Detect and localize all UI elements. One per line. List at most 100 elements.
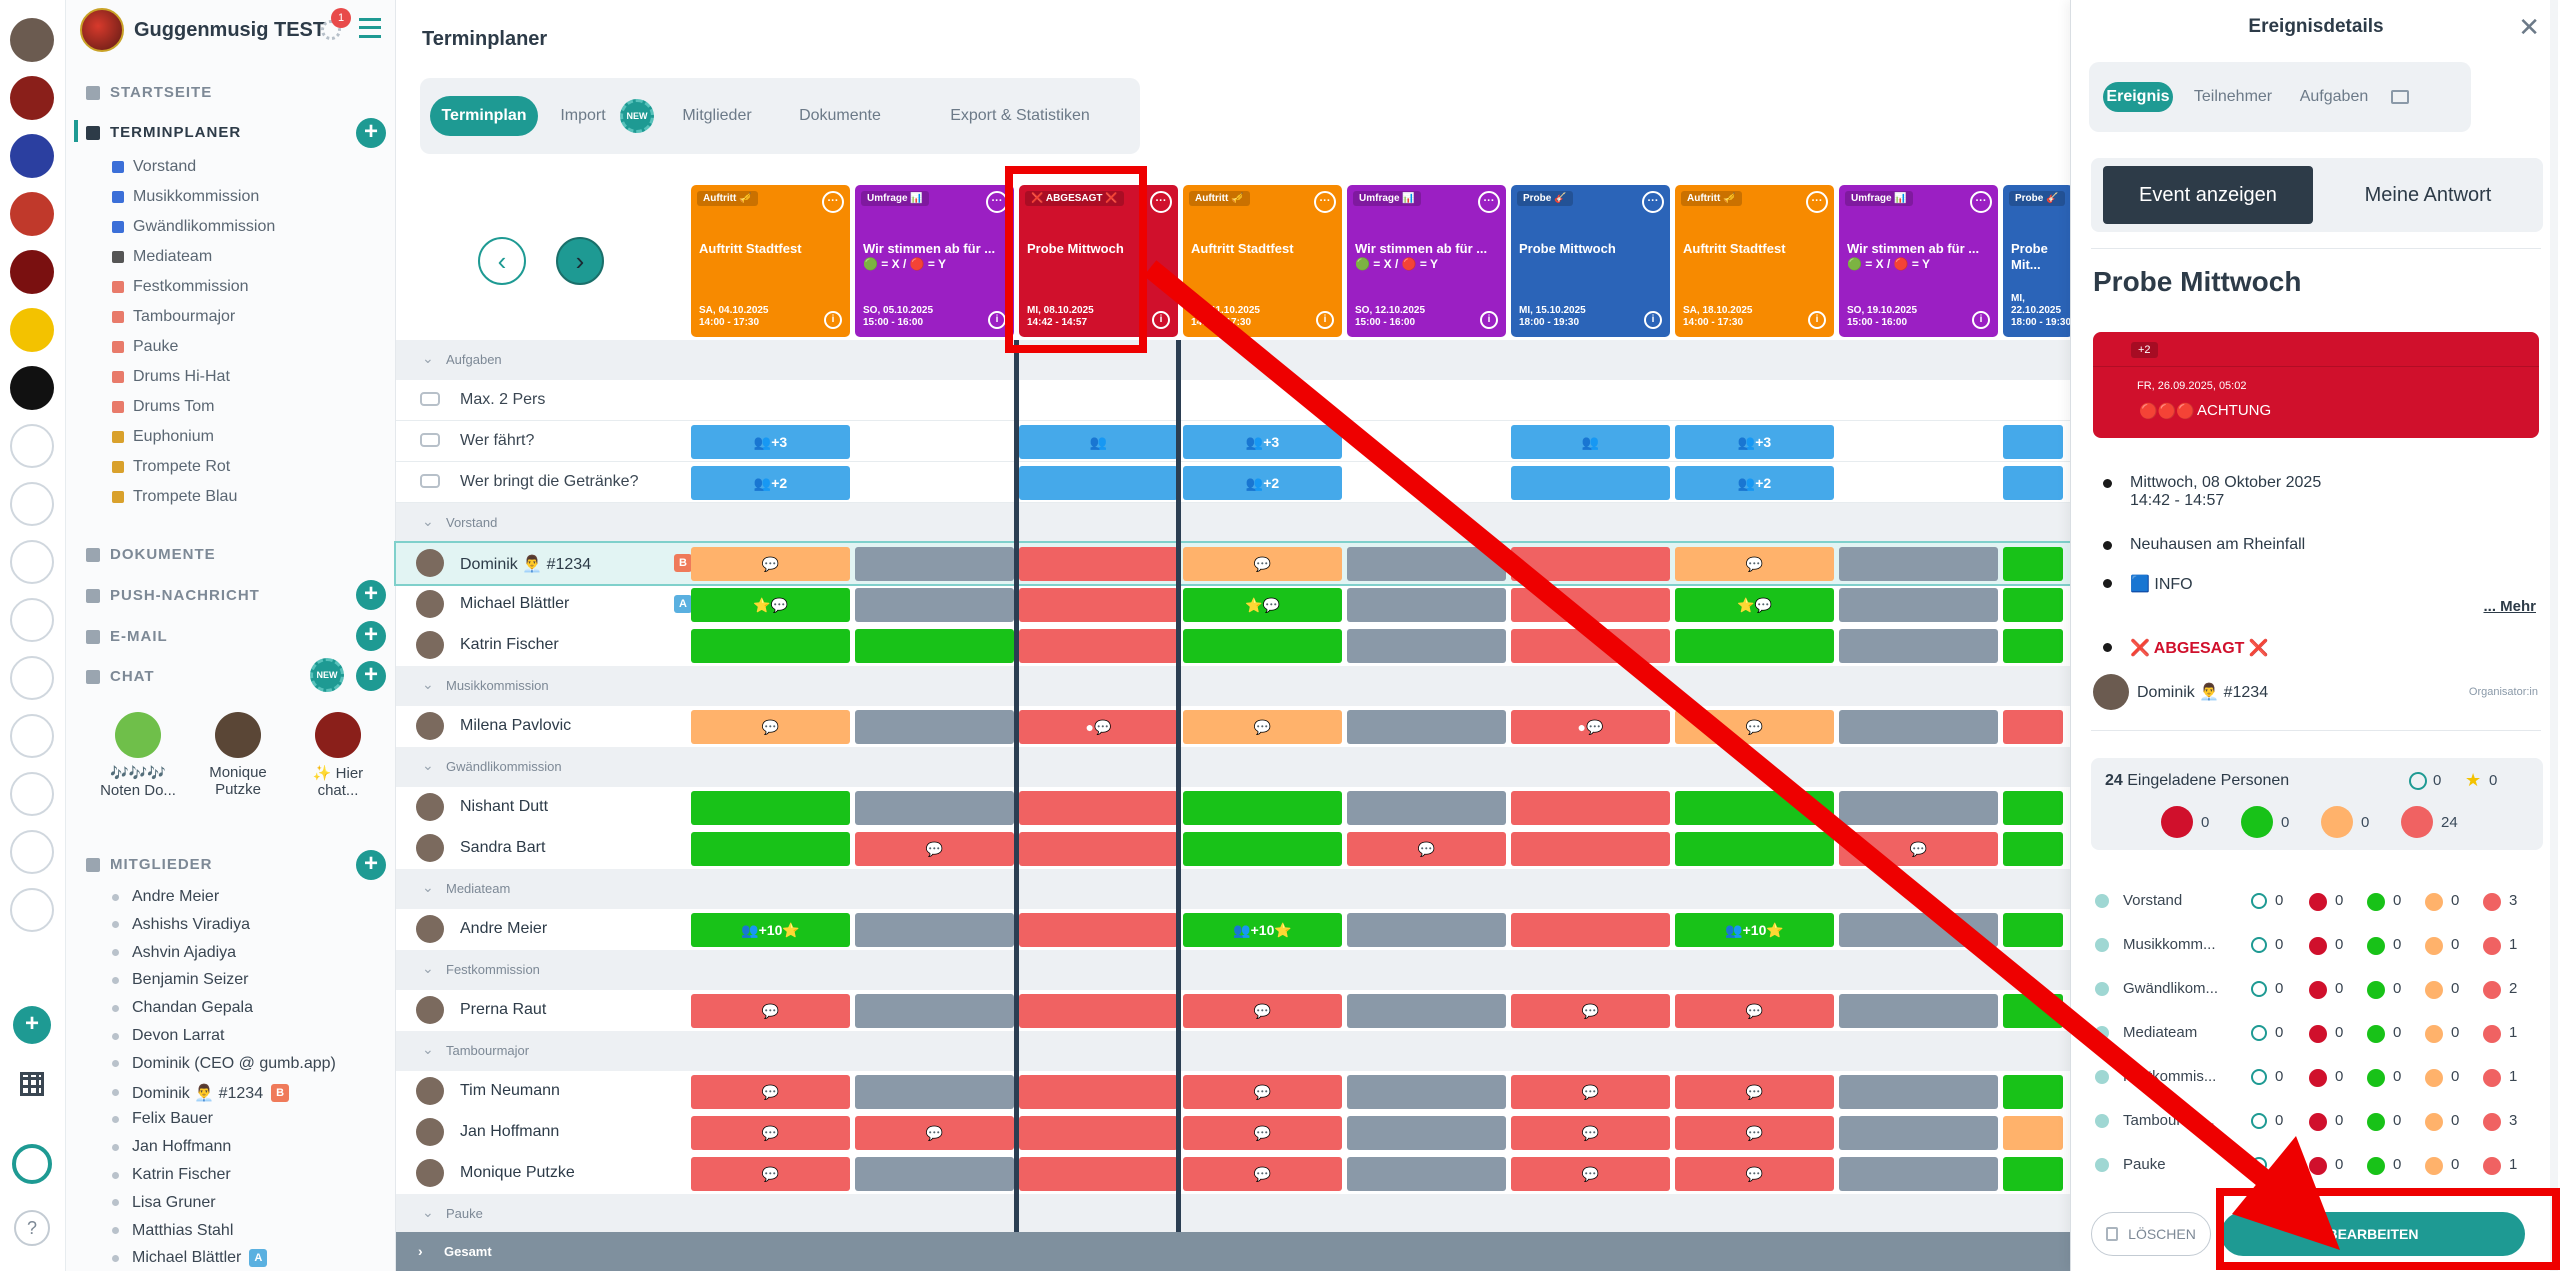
attendance-cell[interactable] <box>1511 588 1670 622</box>
member-item[interactable]: Katrin Fischer <box>112 1166 231 1184</box>
member-row[interactable]: Michael Blättler A ⭐💬 ⭐💬 ⭐💬 <box>396 584 2070 625</box>
show-event-button[interactable]: Event anzeigen <box>2103 166 2313 224</box>
tab-ereignis[interactable]: Ereignis <box>2103 82 2173 112</box>
chat-item[interactable]: 🎶🎶🎶 Noten Do... <box>88 712 188 799</box>
attendance-cell[interactable]: 💬 <box>1511 994 1670 1028</box>
attendance-cell[interactable]: 💬 <box>1839 832 1998 866</box>
attendance-cell[interactable] <box>855 791 1014 825</box>
group-row-festkommission[interactable]: ⌄ Festkommission <box>396 950 2070 990</box>
add-terminplaner-button[interactable]: + <box>356 118 386 148</box>
org-switch-item[interactable] <box>10 888 54 932</box>
tab-export[interactable]: Export & Statistiken <box>950 107 1090 124</box>
more-link[interactable]: ... Mehr <box>2483 598 2536 615</box>
org-switch-item[interactable] <box>10 424 54 468</box>
notification-badge[interactable]: 1 <box>331 8 351 28</box>
org-switch-item[interactable] <box>10 482 54 526</box>
attendance-cell[interactable] <box>1183 791 1342 825</box>
attendance-cell[interactable] <box>855 629 1014 663</box>
add-member-button[interactable]: + <box>356 850 386 880</box>
add-org-button[interactable]: + <box>13 1006 51 1044</box>
attendance-cell[interactable] <box>1183 832 1342 866</box>
attendance-cell[interactable]: 💬 <box>1511 1075 1670 1109</box>
attendance-cell[interactable] <box>1347 710 1506 744</box>
info-icon[interactable]: i <box>1808 311 1826 329</box>
member-item[interactable]: Chandan Gepala <box>112 999 253 1017</box>
nav-terminplaner[interactable]: TERMINPLANER <box>86 124 241 141</box>
member-item[interactable]: Matthias Stahl <box>112 1222 233 1240</box>
attendance-cell[interactable] <box>1675 791 1834 825</box>
member-row[interactable]: Sandra Bart 💬 💬 💬 <box>396 828 2070 869</box>
info-icon[interactable]: i <box>988 311 1006 329</box>
info-icon[interactable]: i <box>1152 311 1170 329</box>
attendance-cell[interactable]: 💬 <box>855 832 1014 866</box>
group-row-pauke[interactable]: ⌄ Pauke <box>396 1194 2070 1234</box>
sidebar-group-trompete-rot[interactable]: Trompete Rot <box>112 458 230 476</box>
apps-grid-icon[interactable] <box>20 1072 44 1096</box>
gesamt-row[interactable]: › Gesamt <box>396 1232 2070 1271</box>
member-row[interactable]: Monique Putzke 💬 💬 💬 💬 <box>396 1153 2070 1194</box>
scrollbar[interactable] <box>2550 0 2558 1271</box>
sidebar-group-tambourmajor[interactable]: Tambourmajor <box>112 308 235 326</box>
attendance-cell[interactable] <box>691 629 850 663</box>
member-item[interactable]: Ashvin Ajadiya <box>112 944 236 962</box>
attendance-cell[interactable]: 💬 <box>855 1116 1014 1150</box>
attendance-cell[interactable]: 💬 <box>1675 1116 1834 1150</box>
attendance-cell[interactable] <box>2003 629 2063 663</box>
attendance-cell[interactable] <box>1019 913 1178 947</box>
group-row-vorstand[interactable]: ⌄ Vorstand <box>396 503 2070 543</box>
attendance-cell[interactable]: 💬 <box>1183 710 1342 744</box>
more-options-icon[interactable]: ··· <box>1150 191 1172 213</box>
folder-icon[interactable] <box>2385 82 2415 112</box>
org-switch-item[interactable] <box>10 250 54 294</box>
task-cell[interactable] <box>1019 466 1178 500</box>
attendance-cell[interactable]: 👥+10⭐ <box>1183 913 1342 947</box>
attendance-cell[interactable] <box>691 832 850 866</box>
member-item[interactable]: Dominik 👨‍💼 #1234 B <box>112 1083 290 1103</box>
nav-chat[interactable]: CHAT <box>86 668 155 685</box>
attendance-cell[interactable] <box>2003 710 2063 744</box>
event-card[interactable]: Auftritt 🎺 ··· Auftritt Stadtfest SA, 11.10… <box>1183 185 1342 337</box>
gumb-logo-icon[interactable] <box>12 1144 52 1184</box>
sidebar-group-trompete-blau[interactable]: Trompete Blau <box>112 488 237 506</box>
attendance-cell[interactable]: 💬 <box>1183 1157 1342 1191</box>
org-switch-item[interactable] <box>10 772 54 816</box>
task-cell[interactable]: 👥+3 <box>1183 425 1342 459</box>
nav-mitglieder[interactable]: MITGLIEDER <box>86 856 213 873</box>
attendance-cell[interactable] <box>1347 1075 1506 1109</box>
attendance-cell[interactable] <box>855 1075 1014 1109</box>
tab-import[interactable]: Import <box>560 107 606 124</box>
member-row[interactable]: Prerna Raut 💬 💬 💬 💬 <box>396 990 2070 1031</box>
member-item[interactable]: Jan Hoffmann <box>112 1138 231 1156</box>
group-row-tambourmajor[interactable]: ⌄ Tambourmajor <box>396 1031 2070 1071</box>
attendance-cell[interactable]: 👥+10⭐ <box>1675 913 1834 947</box>
attendance-cell[interactable] <box>1347 791 1506 825</box>
attendance-cell[interactable]: 💬 <box>1511 1157 1670 1191</box>
attendance-cell[interactable] <box>1347 994 1506 1028</box>
attendance-cell[interactable] <box>1839 588 1998 622</box>
close-icon[interactable]: ✕ <box>2518 12 2540 42</box>
task-cell[interactable] <box>2003 425 2063 459</box>
org-switch-item[interactable] <box>10 540 54 584</box>
attendance-cell[interactable]: ⭐💬 <box>1183 588 1342 622</box>
attendance-cell[interactable] <box>2003 547 2063 581</box>
organizer-name[interactable]: Dominik 👨‍💼 #1234 <box>2137 684 2269 701</box>
attendance-cell[interactable]: 💬 <box>1183 547 1342 581</box>
task-cell[interactable] <box>1511 466 1670 500</box>
member-item[interactable]: Dominik (CEO @ gumb.app) <box>112 1055 336 1073</box>
attendance-cell[interactable] <box>1839 791 1998 825</box>
sidebar-group-musikkommission[interactable]: Musikkommission <box>112 188 259 206</box>
attendance-cell[interactable] <box>1347 629 1506 663</box>
attendance-cell[interactable] <box>1511 791 1670 825</box>
attendance-cell[interactable] <box>1019 832 1178 866</box>
tab-mitglieder[interactable]: Mitglieder <box>682 107 752 124</box>
attendance-cell[interactable]: 💬 <box>1183 994 1342 1028</box>
org-switch-item[interactable] <box>10 134 54 178</box>
nav-startseite[interactable]: STARTSEITE <box>86 84 212 101</box>
attendance-cell[interactable] <box>2003 791 2063 825</box>
chat-item[interactable]: ✨ Hier chat... <box>288 712 388 799</box>
tab-terminplan[interactable]: Terminplan <box>430 96 538 136</box>
attendance-cell[interactable] <box>1019 1157 1178 1191</box>
event-card[interactable]: Probe 🎸 Probe Mit... MI, 22.10.2025 18:00 -… <box>2003 185 2073 337</box>
more-options-icon[interactable]: ··· <box>1478 191 1500 213</box>
attendance-cell[interactable] <box>1019 1116 1178 1150</box>
